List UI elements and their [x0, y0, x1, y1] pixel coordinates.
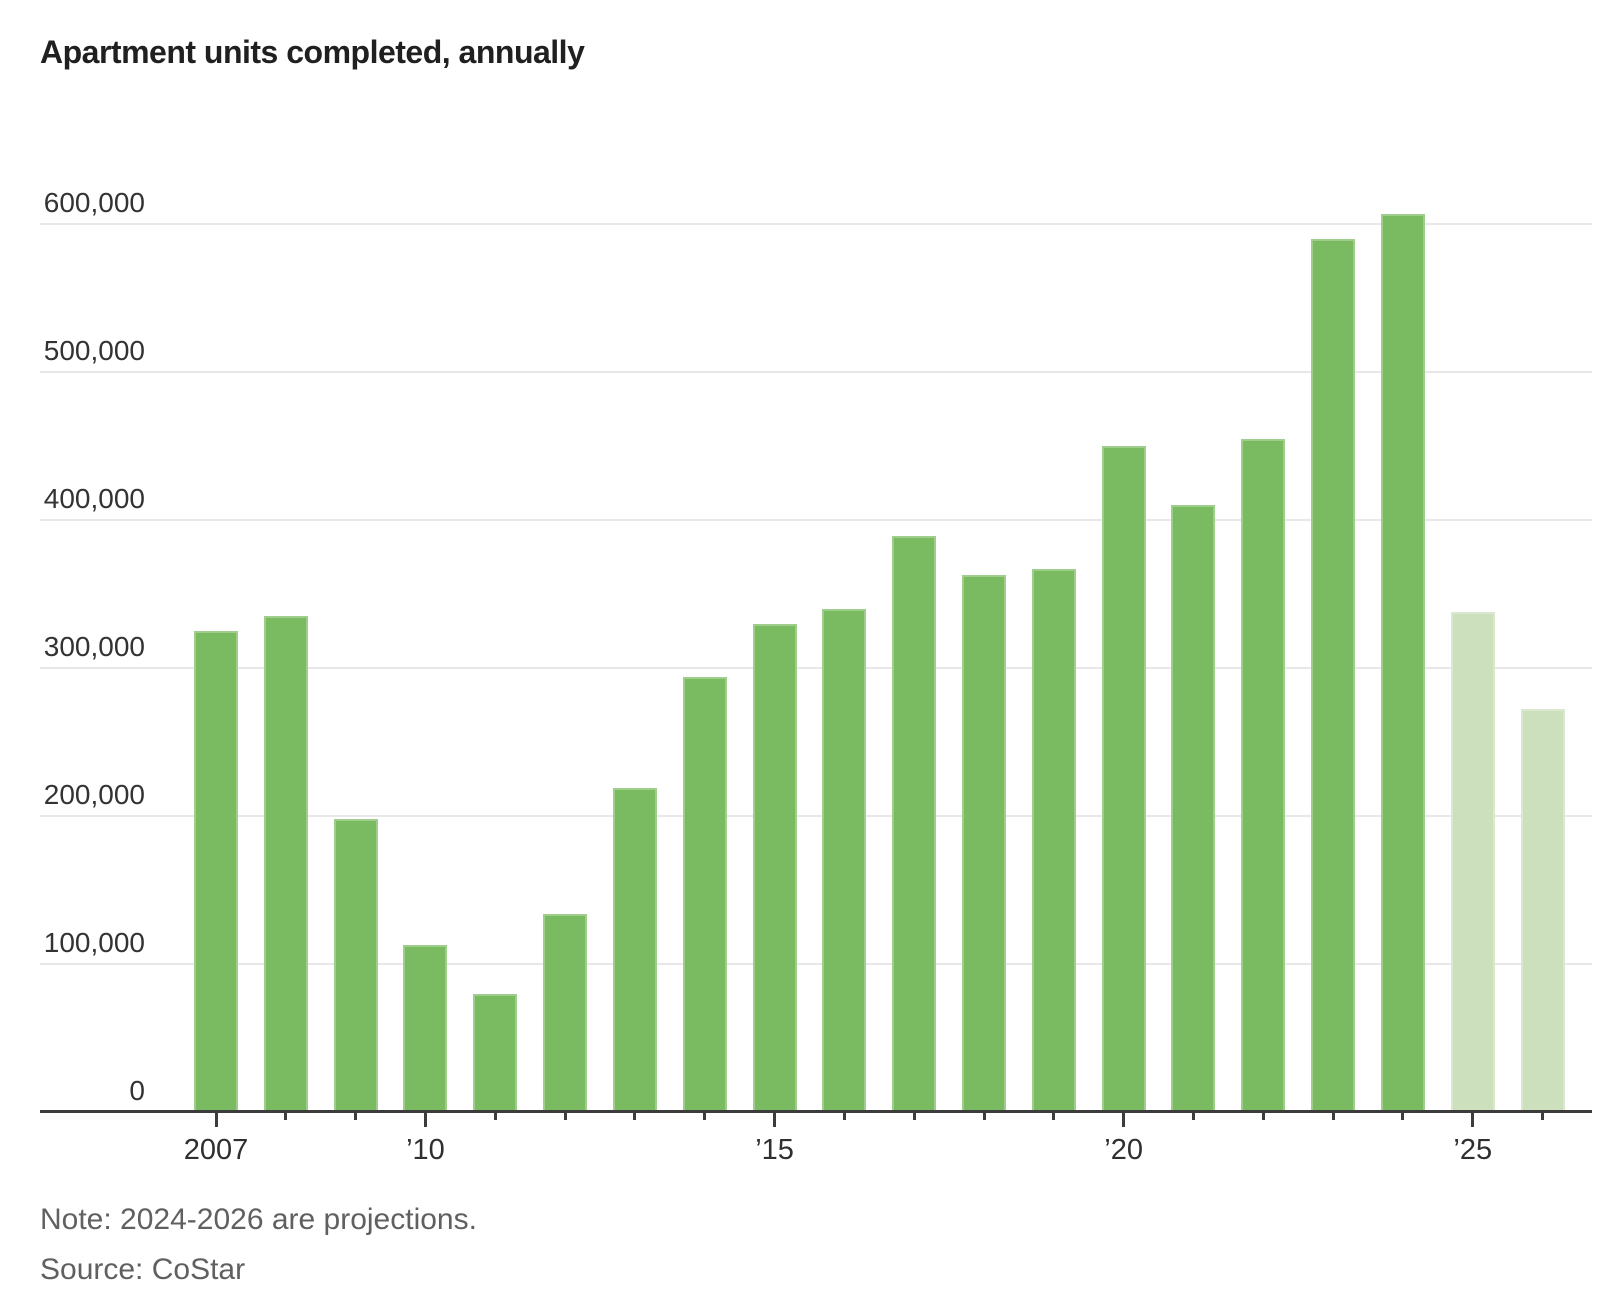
y-axis-label-200000: 200,000 [43, 779, 145, 810]
bar-2008[interactable] [263, 616, 308, 1112]
bar-2014[interactable] [682, 676, 727, 1112]
bar-2007[interactable] [194, 631, 238, 1112]
x-axis-label-2007: 2007 [183, 1134, 249, 1166]
bar-2012[interactable] [543, 913, 588, 1112]
x-axis-tick-2022 [1261, 1112, 1265, 1120]
chart-note: Note: 2024-2026 are projections. [40, 1203, 477, 1236]
x-axis-tick-2010 [423, 1112, 427, 1127]
x-axis-tick-2014 [703, 1112, 707, 1120]
y-axis-label-400000: 400,000 [43, 483, 145, 514]
x-axis-tick-2008 [284, 1112, 288, 1120]
x-axis-label-2025: ’25 [1453, 1134, 1493, 1166]
x-axis-tick-2013 [633, 1112, 637, 1120]
y-axis-label-300000: 300,000 [43, 631, 145, 662]
gridline-600000 [40, 223, 1592, 225]
x-axis-label-2020: ’20 [1104, 1134, 1143, 1166]
bar-2026-projected[interactable] [1520, 709, 1565, 1112]
gridline-500000 [40, 371, 1592, 373]
bar-2022[interactable] [1241, 438, 1286, 1112]
x-axis-tick-2016 [842, 1112, 846, 1120]
bar-2011[interactable] [473, 993, 518, 1112]
gridline-100000 [40, 963, 1592, 965]
chart-title: Apartment units completed, annually [40, 34, 585, 70]
bar-2019[interactable] [1031, 568, 1076, 1112]
x-axis-tick-2021 [1191, 1112, 1195, 1120]
bar-2016[interactable] [822, 608, 867, 1112]
bar-2009[interactable] [333, 818, 378, 1112]
gridline-200000 [40, 815, 1592, 817]
bar-2017[interactable] [892, 536, 937, 1112]
x-axis-label-2015: ’15 [755, 1134, 794, 1166]
y-axis-label-500000: 500,000 [43, 335, 145, 366]
bar-2021[interactable] [1171, 505, 1216, 1112]
x-axis-tick-2017 [912, 1112, 916, 1120]
bar-2024[interactable] [1380, 213, 1425, 1112]
bar-2015[interactable] [752, 623, 797, 1112]
y-axis-label-0: 0 [129, 1075, 145, 1106]
x-axis-tick-2012 [563, 1112, 567, 1120]
x-axis-tick-2011 [493, 1112, 497, 1120]
x-axis-tick-2015 [773, 1112, 777, 1127]
x-axis-tick-2025 [1471, 1112, 1475, 1127]
bar-2010[interactable] [403, 944, 448, 1112]
gridline-300000 [40, 667, 1592, 669]
x-axis-tick-2009 [354, 1112, 358, 1120]
x-axis-tick-2026 [1541, 1112, 1545, 1120]
x-axis-tick-2024 [1401, 1112, 1405, 1120]
x-axis-tick-2020 [1122, 1112, 1126, 1127]
y-axis-label-100000: 100,000 [43, 927, 145, 958]
x-axis-line [40, 1110, 1592, 1113]
x-axis-tick-2007 [214, 1112, 218, 1127]
x-axis-tick-2023 [1331, 1112, 1335, 1120]
chart-source: Source: CoStar [40, 1253, 246, 1286]
bar-2023[interactable] [1311, 238, 1356, 1112]
y-axis-label-600000: 600,000 [43, 187, 145, 218]
bar-2018[interactable] [962, 574, 1007, 1112]
bar-2020[interactable] [1101, 446, 1146, 1112]
x-axis-tick-2019 [1052, 1112, 1056, 1120]
gridline-400000 [40, 519, 1592, 521]
x-axis-tick-2018 [982, 1112, 986, 1120]
bar-chart-plot-area: 600,000 500,000 400,000 300,000 200,000 100,0… [40, 160, 1592, 1166]
bar-2013[interactable] [612, 787, 657, 1112]
x-axis-label-2010: ’10 [406, 1134, 445, 1166]
bar-2025-projected[interactable] [1450, 611, 1495, 1112]
